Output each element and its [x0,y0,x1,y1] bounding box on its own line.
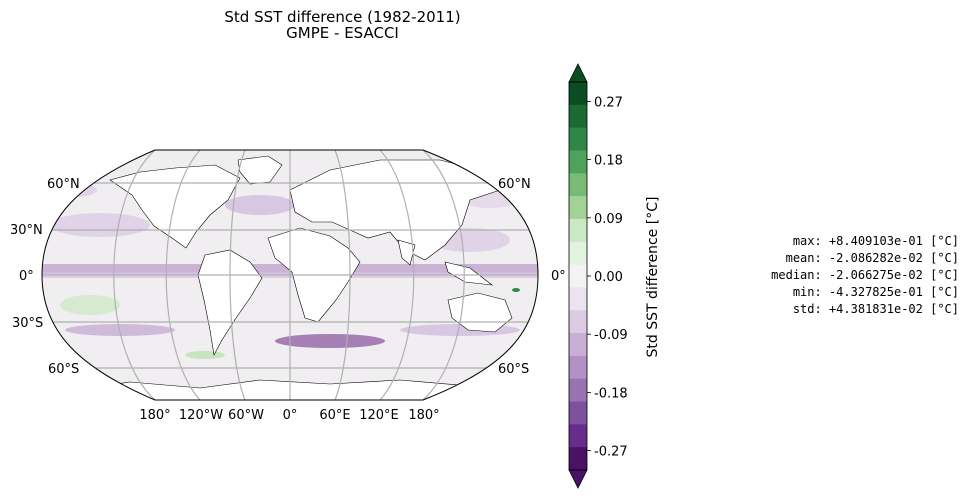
colorbar-segment [569,241,587,266]
colorbar-segment [569,173,587,197]
land-masses [42,155,538,400]
lat-label-left: 30°N [10,223,43,238]
colorbar-segment [569,355,587,380]
stat-mean: mean: -2.086282e-02 [°C] [785,251,959,265]
colorbar-segment [569,424,587,448]
stat-max: max: +8.409103e-01 [°C] [792,234,959,248]
lon-label: 60°W [228,408,264,423]
lat-label-left: 30°S [12,316,43,331]
lon-label: 0° [283,408,298,423]
lon-label: 120°W [179,408,223,423]
lon-label: 180° [139,408,170,423]
southeast-asia [444,261,494,286]
colorbar-segment [569,264,587,288]
statistics-panel: max: +8.409103e-01 [°C] mean: -2.086282e-… [771,233,959,318]
graticule [42,150,538,400]
colorbar: 0.27 0.18 0.09 0.00 -0.09 -0.18 -0.27 Std SST … [568,63,661,489]
lon-label: 180° [408,408,439,423]
colorbar-segment [569,104,587,129]
southern-ocean-negative [275,334,385,348]
colorbar-tick-label: -0.09 [594,328,628,343]
lon-labels: 180° 120°W 60°W 0° 60°E 120°E 180° [139,408,439,423]
colorbar-segment [569,150,587,174]
world-map: 60°N 30°N 0° 30°S 60°S 60°N 0° 60°S 180°… [10,149,566,423]
colorbar-tick-label: -0.18 [594,386,628,401]
lat-label-right: 0° [551,269,566,284]
stat-min: min: -4.327825e-01 [°C] [792,285,959,299]
stat-std: std: +4.381831e-02 [°C] [792,302,959,316]
colorbar-segment [569,333,587,357]
colorbar-ticks: 0.27 0.18 0.09 0.00 -0.09 -0.18 -0.27 [587,95,628,460]
colorbar-segment [569,127,587,151]
colorbar-tick-label: 0.18 [594,154,623,169]
greenland [237,155,283,185]
colorbar-segment [569,196,587,220]
lat-label-right: 60°S [498,362,529,377]
colorbar-segments [569,82,587,471]
colorbar-segment [569,287,587,311]
colorbar-tick-label: 0.27 [594,95,623,110]
colorbar-segment [569,447,587,471]
indian-subcontinent [397,239,416,266]
plot-title: Std SST difference (1982-2011) [224,8,461,26]
colorbar-segment [569,401,587,425]
stat-median: median: -2.066275e-02 [°C] [771,268,959,282]
map-outline [41,149,539,401]
colorbar-segment [569,82,587,106]
south-pacific-positive [60,295,120,315]
lon-label: 120°E [359,408,399,423]
colorbar-extend-max [568,63,588,83]
lat-label-left: 60°N [47,177,80,192]
lon-label: 60°E [319,408,350,423]
lat-label-left: 0° [19,269,34,284]
colorbar-extend-min [568,469,588,489]
north-america [109,164,241,249]
lat-labels: 60°N 30°N 0° 30°S 60°S 60°N 0° 60°S [10,177,566,377]
colorbar-tick-label: 0.09 [594,212,623,227]
lat-label-right: 60°N [498,177,531,192]
colorbar-tick-label: -0.27 [594,445,628,460]
colorbar-segment [569,310,587,334]
colorbar-segment [569,218,587,243]
colorbar-tick-label: 0.00 [594,270,623,285]
lat-label-left: 60°S [48,362,79,377]
colorbar-label: Std SST difference [°C] [645,197,661,358]
colorbar-segment [569,378,587,403]
plot-subtitle: GMPE - ESACCI [286,24,399,42]
